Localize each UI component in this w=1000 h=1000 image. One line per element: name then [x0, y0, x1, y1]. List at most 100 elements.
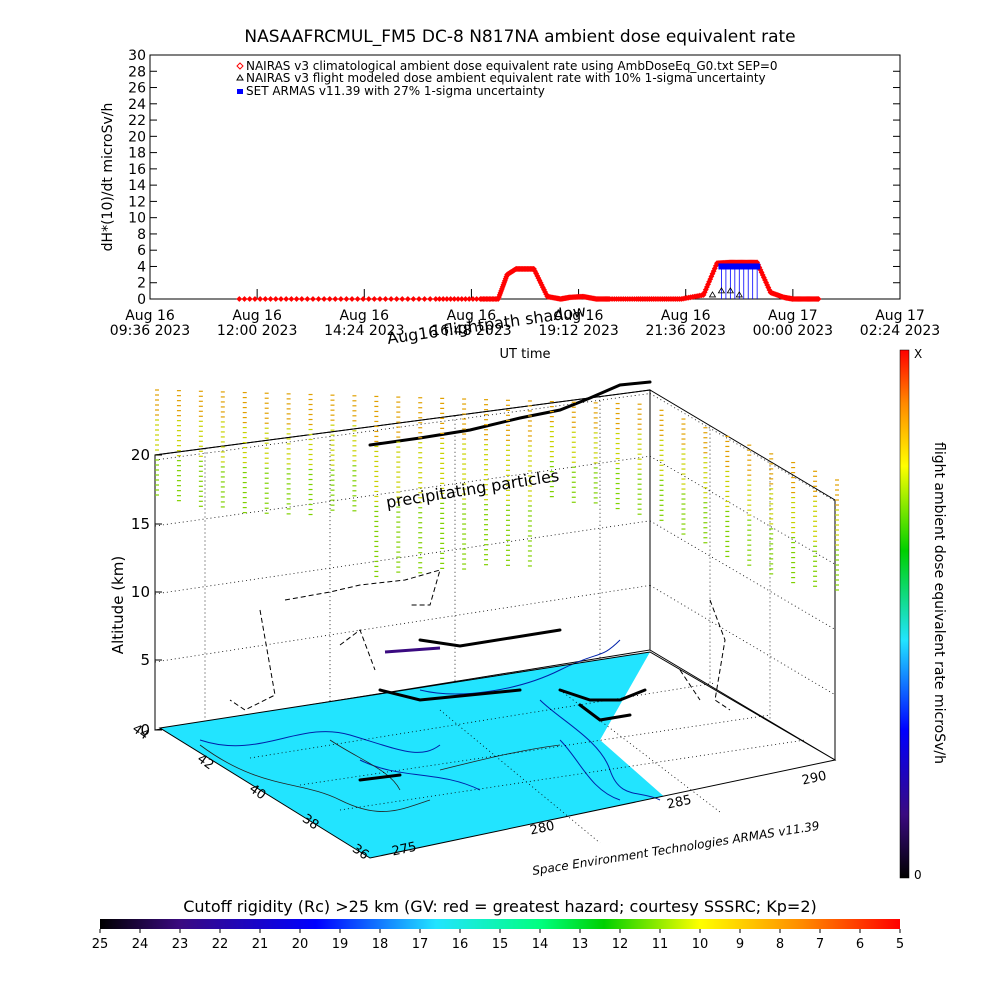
- legend-label-nairas-flight: NAIRAS v3 flight modeled dose ambient eq…: [246, 71, 766, 85]
- nairas-climatological-point: [404, 296, 411, 302]
- rigidity-ticks: 25 24 23 22 21 20 19 18 17 16 15 14 13 12 11 10 9 8 7 6 5: [92, 929, 904, 952]
- nairas-climatological-point: [354, 296, 361, 302]
- nairas-climatological-point: [349, 296, 355, 302]
- x-tick-date: Aug 16: [232, 308, 282, 324]
- y-tick-label: 14: [128, 178, 146, 194]
- nairas-climatological-point: [371, 296, 378, 302]
- y-tick-label: 30: [128, 48, 146, 64]
- longitude-tick-label: 275: [391, 840, 418, 860]
- rigidity-tick-label: 9: [736, 937, 744, 952]
- nairas-flight-point: [717, 287, 726, 294]
- x-tick-time: 21:36 2023: [645, 323, 725, 339]
- longitude-tick-label: 285: [666, 793, 693, 813]
- back-wall-grid: [154, 393, 836, 722]
- y-tick-label: 16: [128, 162, 146, 178]
- nairas-climatological-point: [421, 296, 428, 302]
- top-x-axis-label: UT time: [500, 347, 551, 362]
- x-tick-time: 19:12 2023: [538, 323, 618, 339]
- nairas-climatological-point: [410, 296, 417, 302]
- back-top-edge: [154, 389, 651, 456]
- nairas-climatological-point: [278, 296, 284, 302]
- nairas-climatological-point: [360, 296, 367, 302]
- altitude-tick-label: 5: [140, 651, 150, 669]
- nairas-climatological-point: [376, 296, 383, 302]
- altitude-tick-label: 15: [131, 515, 150, 533]
- top-y-axis-label: dH*(10)/dt microSv/h: [100, 103, 116, 252]
- nairas-climatological-point: [315, 296, 322, 302]
- nairas-climatological-point: [267, 296, 274, 302]
- nairas-climatological-point: [246, 296, 253, 302]
- nairas-climatological-point: [343, 296, 350, 302]
- nairas-climatological-point: [326, 296, 333, 302]
- altitude-axis-label: Altitude (km): [109, 556, 127, 654]
- x-tick-date: Aug 16: [339, 308, 389, 324]
- armas-point: [731, 263, 738, 270]
- rigidity-bar-title: Cutoff rigidity (Rc) >25 km (GV: red = g…: [183, 897, 817, 916]
- y-tick-label: 12: [128, 194, 146, 210]
- x-tick-time: 00:00 2023: [753, 323, 833, 339]
- altitude-tick-label: 0: [140, 721, 150, 739]
- nairas-climatological-point: [262, 296, 269, 302]
- dose-colorbar: [899, 349, 910, 879]
- nairas-climatological-point: [321, 296, 328, 302]
- floor-grid: [249, 682, 806, 844]
- y-tick-label: 24: [128, 97, 146, 113]
- nairas-climatological-point: [293, 296, 300, 302]
- nairas-climatological-point: [332, 296, 339, 302]
- rigidity-tick-label: 7: [816, 937, 824, 952]
- armas-point: [718, 263, 725, 270]
- y-tick-label: 0: [137, 292, 146, 308]
- y-tick-label: 18: [128, 146, 146, 162]
- precipitating-particles: [155, 389, 839, 591]
- flight-path-low-dose: [384, 646, 441, 654]
- longitude-axis-ticks: 275 280 285 290: [391, 769, 828, 860]
- rigidity-tick-label: 11: [652, 937, 669, 952]
- nairas-climatological-point: [416, 296, 422, 302]
- nairas-climatological-point: [365, 296, 372, 302]
- y-tick-label: 8: [137, 227, 146, 243]
- nairas-climatological-point: [257, 296, 264, 302]
- nairas-climatological-point: [241, 296, 248, 302]
- rigidity-tick-label: 24: [132, 937, 149, 952]
- annotation-armas-credit: Space Environment Technologies ARMAS v11…: [531, 819, 820, 878]
- y-tick-label: 4: [137, 259, 146, 275]
- nairas-climatological-point: [283, 296, 290, 302]
- nairas-climatological-point: [815, 296, 822, 302]
- nairas-climatological-point: [310, 296, 316, 302]
- x-tick-date: Aug 17: [768, 308, 818, 324]
- rigidity-tick-label: 17: [412, 937, 429, 952]
- nairas-climatological-point: [393, 296, 400, 302]
- rigidity-tick-label: 5: [896, 937, 904, 952]
- y-tick-label: 2: [137, 276, 146, 292]
- x-tick-date: Aug 16: [447, 308, 497, 324]
- dose-colorbar-bottom-label: 0: [914, 868, 922, 882]
- nairas-climatological-point: [298, 296, 305, 302]
- y-tick-label: 6: [137, 243, 146, 259]
- y-tick-label: 22: [128, 113, 146, 129]
- flight-path-shadow: [229, 569, 731, 711]
- top-series-group: [236, 259, 822, 302]
- x-tick-time: 14:24 2023: [324, 323, 404, 339]
- legend-marker-nairas-climatological: [236, 62, 244, 70]
- flight-path-traces: [358, 380, 652, 782]
- x-tick-time: 09:36 2023: [110, 323, 190, 339]
- nairas-climatological-point: [399, 296, 406, 302]
- x-tick-time: 12:00 2023: [217, 323, 297, 339]
- armas-point: [754, 263, 761, 270]
- armas-point: [736, 263, 743, 270]
- top-legend: NAIRAS v3 climatological ambient dose eq…: [236, 59, 778, 98]
- x-tick-time: 02:24 2023: [860, 323, 940, 339]
- nairas-climatological-point: [272, 296, 279, 302]
- y-tick-label: 20: [128, 129, 146, 145]
- x-tick-date: Aug 16: [554, 308, 604, 324]
- rigidity-tick-label: 18: [372, 937, 389, 952]
- nairas-climatological-point: [236, 296, 243, 302]
- rigidity-tick-label: 13: [572, 937, 589, 952]
- dose-colorbar-label: flight ambient dose equivalent rate micr…: [931, 442, 947, 764]
- top-plot-frame: [149, 54, 901, 300]
- side-grid-h: [649, 455, 836, 565]
- rigidity-tick-label: 22: [212, 937, 229, 952]
- x-tick-date: Aug 17: [875, 308, 925, 324]
